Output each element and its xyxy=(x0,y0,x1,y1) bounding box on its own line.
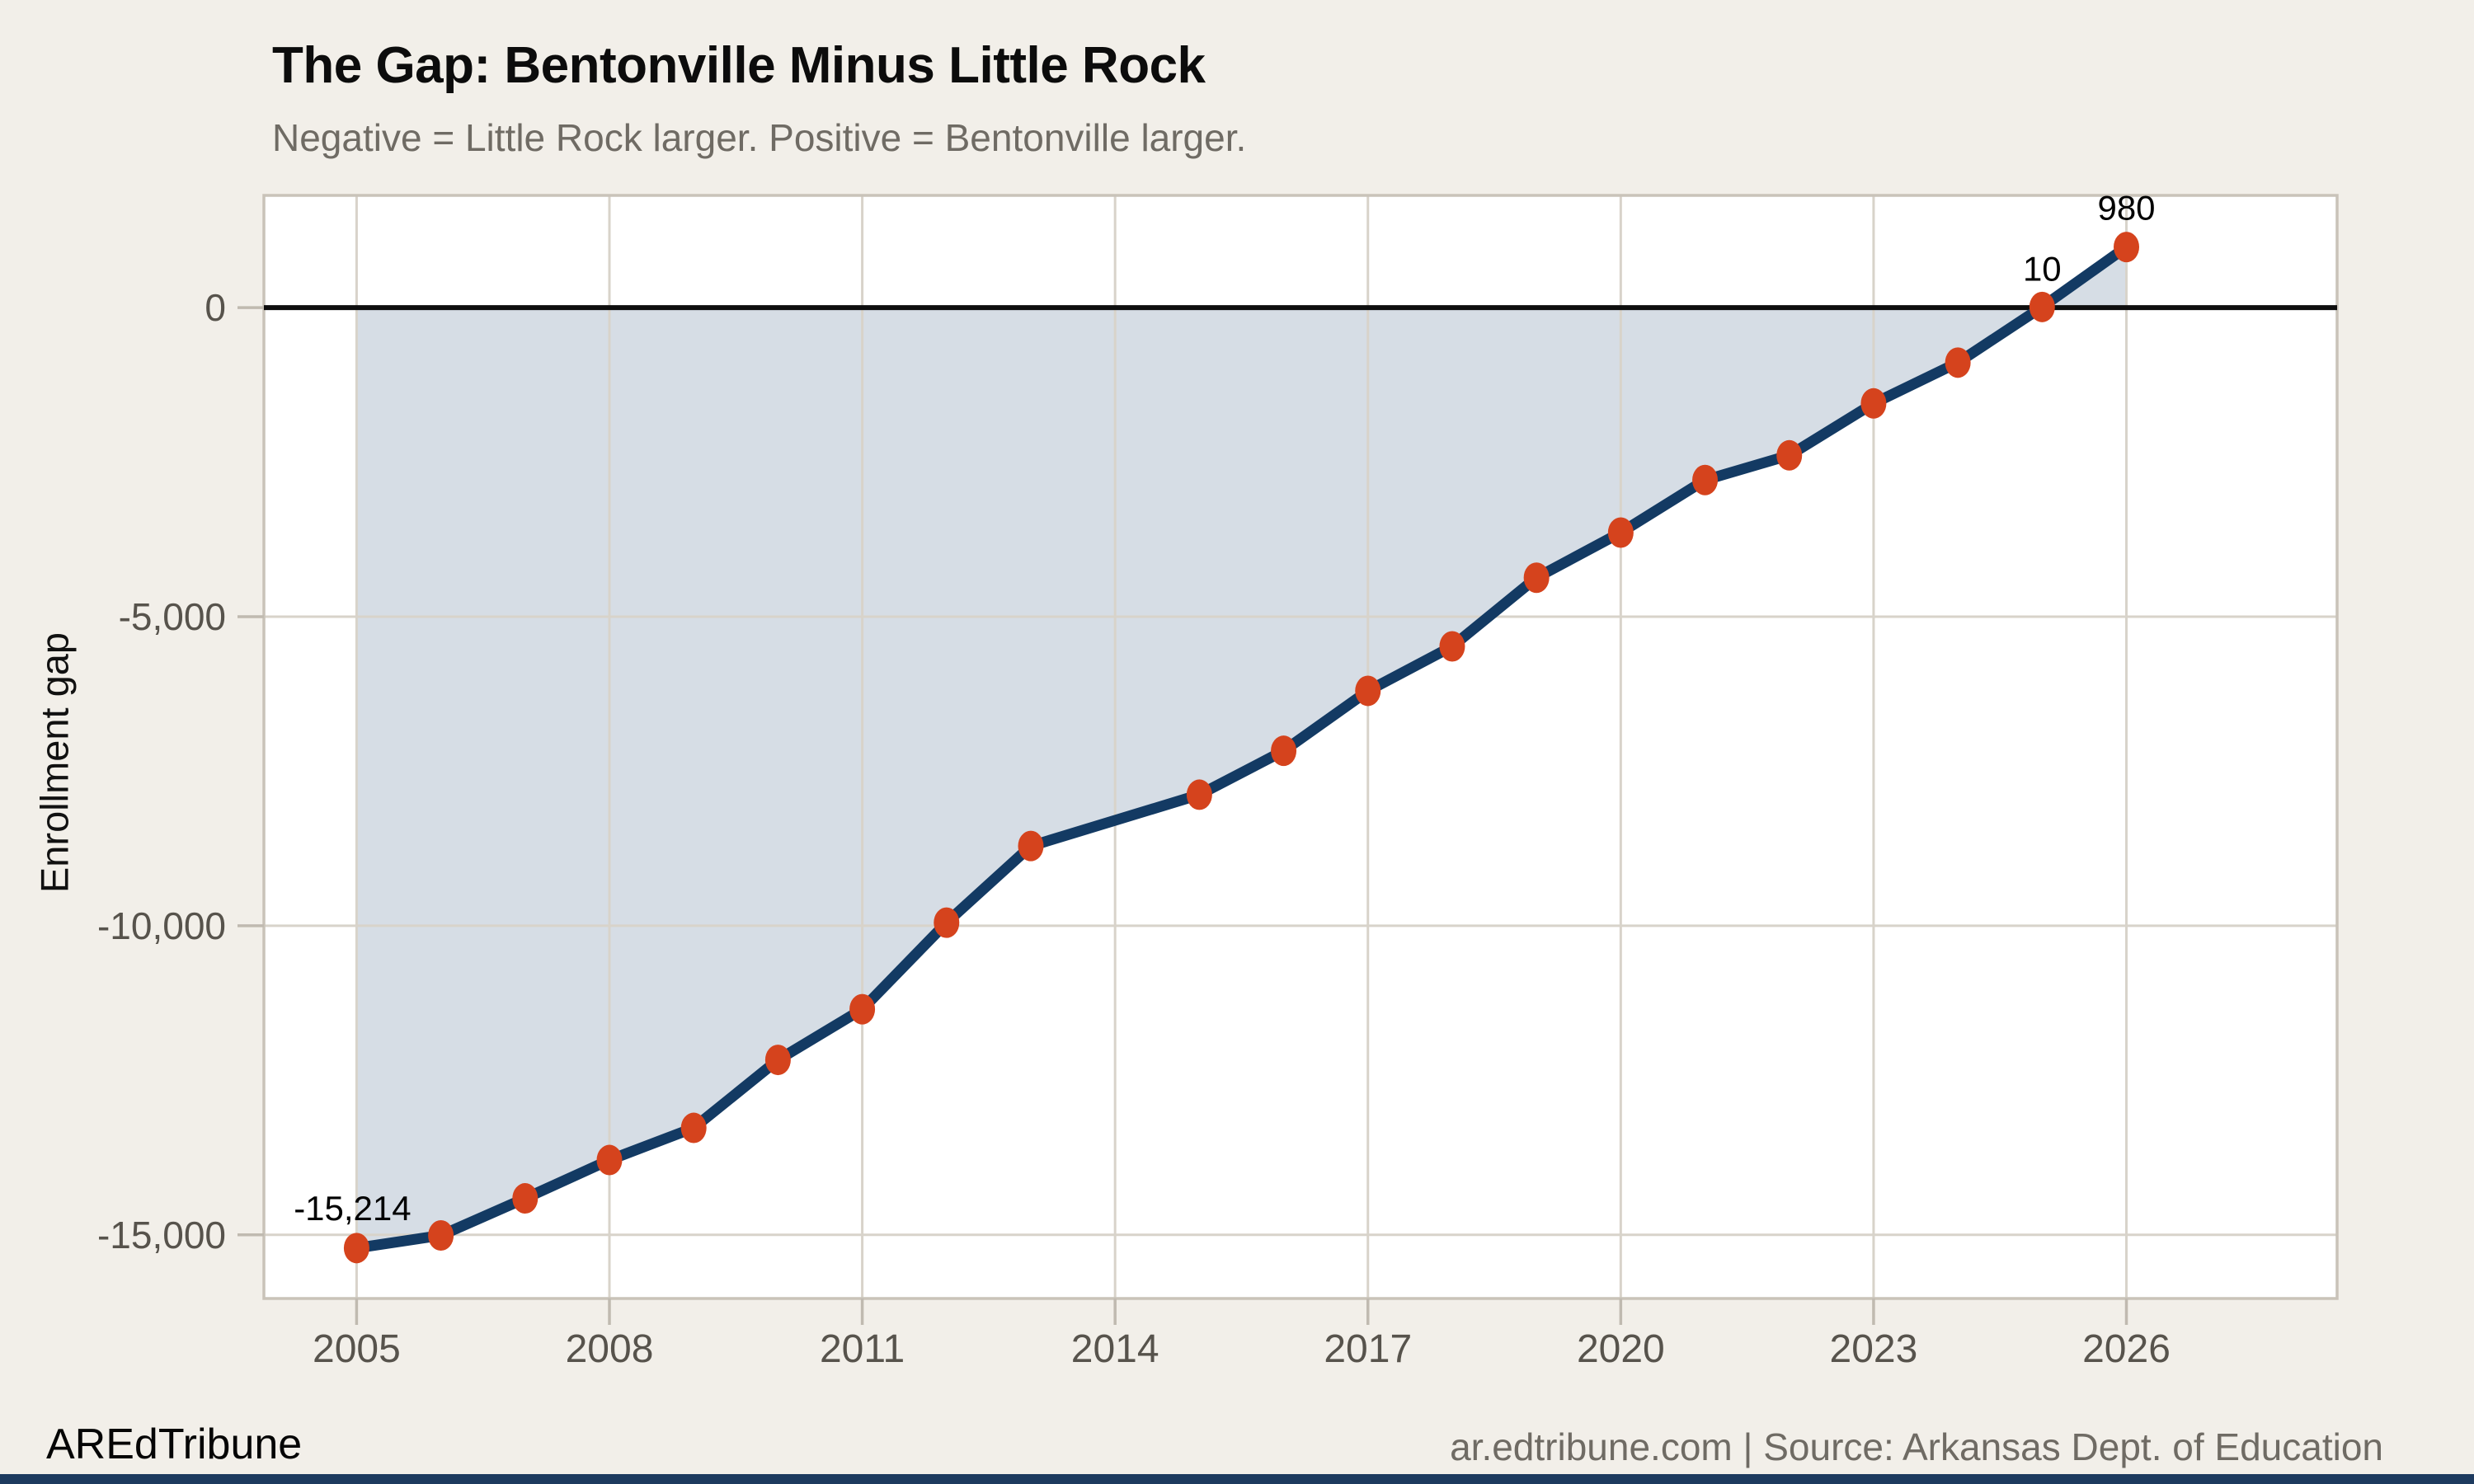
data-point-2025 xyxy=(2029,291,2055,322)
data-point-2010 xyxy=(764,1045,791,1076)
x-tick-label-2005: 2005 xyxy=(313,1327,401,1371)
point-annotation-2005: -15,214 xyxy=(294,1189,411,1228)
area-fill xyxy=(356,247,2127,1248)
data-point-2021 xyxy=(1692,464,1719,495)
data-point-2007 xyxy=(512,1183,539,1214)
data-point-2023 xyxy=(1860,387,1887,419)
x-tick-label-2011: 2011 xyxy=(820,1327,905,1371)
chart-title: The Gap: Bentonville Minus Little Rock xyxy=(272,37,1206,94)
data-point-2019 xyxy=(1523,562,1550,594)
data-point-2024 xyxy=(1945,347,1971,378)
data-point-2015 xyxy=(1186,779,1212,810)
data-point-2020 xyxy=(1607,517,1634,548)
brand-bottom-bar xyxy=(0,1474,2474,1484)
data-point-2011 xyxy=(849,993,876,1025)
data-point-2026 xyxy=(2114,232,2140,263)
x-tick-label-2020: 2020 xyxy=(1577,1327,1665,1371)
data-point-2005 xyxy=(343,1233,369,1264)
data-point-2009 xyxy=(680,1112,707,1144)
chart-subtitle: Negative = Little Rock larger. Positive … xyxy=(272,116,1247,159)
x-tick-label-2014: 2014 xyxy=(1071,1327,1159,1371)
x-tick-label-2017: 2017 xyxy=(1324,1327,1412,1371)
data-point-2012 xyxy=(934,907,960,938)
data-point-2013 xyxy=(1018,830,1044,862)
y-tick-label: -5,000 xyxy=(119,595,226,638)
data-point-2006 xyxy=(428,1220,454,1252)
data-point-2022 xyxy=(1776,439,1803,471)
data-point-2017 xyxy=(1355,675,1381,707)
x-tick-label-2026: 2026 xyxy=(2082,1327,2171,1371)
data-point-2008 xyxy=(596,1144,623,1176)
data-point-2018 xyxy=(1439,631,1465,662)
plot-border xyxy=(262,194,2339,1300)
point-annotation-2025: 10 xyxy=(2023,249,2062,288)
data-point-2016 xyxy=(1271,735,1297,767)
publisher-wordmark: AREdTribune xyxy=(46,1421,303,1468)
y-tick-label: -15,000 xyxy=(97,1214,226,1256)
x-tick-label-2023: 2023 xyxy=(1830,1327,1918,1371)
y-tick-label: -10,000 xyxy=(97,904,226,947)
y-tick-label: 0 xyxy=(205,286,226,329)
point-annotation-2026: 980 xyxy=(2097,189,2155,228)
x-tick-label-2008: 2008 xyxy=(566,1327,654,1371)
source-credit: ar.edtribune.com | Source: Arkansas Dept… xyxy=(1450,1425,2383,1468)
